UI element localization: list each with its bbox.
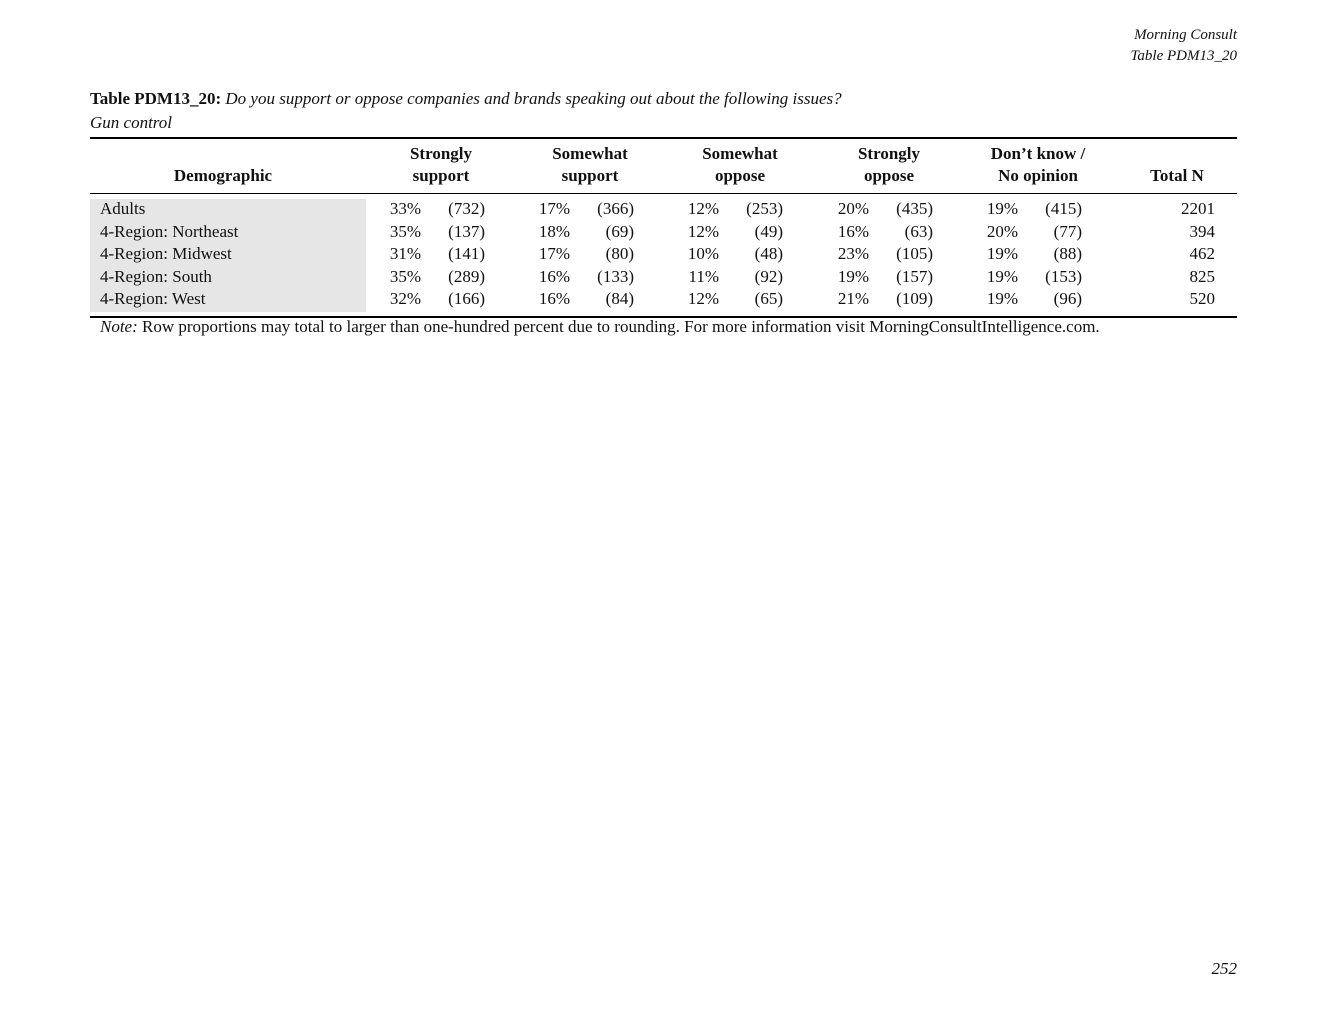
title-label: Table PDM13_20: [90, 89, 222, 108]
cell: 31% [389, 244, 421, 263]
cell: 17% [538, 244, 570, 263]
column-header: Somewhat [552, 144, 628, 163]
cell: (153) [1045, 267, 1082, 286]
cell: 20% [837, 199, 869, 218]
cell: (157) [896, 267, 933, 286]
org: Morning Consult [1134, 27, 1237, 43]
cell: (49) [754, 222, 783, 241]
column-header: Strongly [409, 144, 473, 163]
cell: 19% [986, 199, 1018, 218]
cell: 16% [538, 289, 570, 308]
cell: (77) [1053, 222, 1082, 241]
cell: 19% [986, 244, 1018, 263]
cell: (63) [904, 222, 933, 241]
row-label: 4-Region: South [100, 267, 212, 286]
cell: 12% [687, 289, 719, 308]
cell: (88) [1053, 244, 1082, 263]
cell: 394 [1189, 222, 1216, 241]
cell: 35% [389, 222, 421, 241]
cell: 17% [538, 199, 570, 218]
cell: 18% [538, 222, 570, 241]
cell: (69) [605, 222, 634, 241]
mid-rule [90, 193, 1237, 194]
label-shade [90, 199, 366, 312]
cell: 825 [1189, 267, 1216, 286]
cell: 21% [837, 289, 869, 308]
note-label: Note: [100, 317, 138, 336]
table-id: Table PDM13_20 [1130, 48, 1237, 64]
title: Table PDM13_20: Do you support or oppose… [90, 89, 842, 109]
column-header: support [412, 166, 470, 185]
page-number: 252 [1211, 959, 1238, 978]
cell: 23% [837, 244, 869, 263]
column-header: support [561, 166, 619, 185]
bottom-rule [90, 316, 1237, 318]
subtitle: Gun control [90, 113, 173, 132]
cell: (96) [1053, 289, 1082, 308]
cell: (253) [746, 199, 783, 218]
column-header: Somewhat [702, 144, 778, 163]
cell: (105) [896, 244, 933, 263]
cell: 462 [1189, 244, 1216, 263]
cell: (137) [448, 222, 485, 241]
cell: (166) [448, 289, 485, 308]
cell: (65) [754, 289, 783, 308]
cell: (92) [754, 267, 783, 286]
row-label: Adults [100, 199, 146, 218]
cell: 35% [389, 267, 421, 286]
question: Do you support or oppose companies and b… [225, 89, 842, 108]
cell: (289) [448, 267, 485, 286]
cell: 32% [389, 289, 421, 308]
cell: 520 [1189, 289, 1216, 308]
row-label: 4-Region: Northeast [100, 222, 239, 241]
cell: 33% [389, 199, 421, 218]
cell: (84) [605, 289, 634, 308]
cell: (435) [896, 199, 933, 218]
cell: 19% [837, 267, 869, 286]
cell: 10% [687, 244, 719, 263]
cell: (133) [597, 267, 634, 286]
cell: 16% [837, 222, 869, 241]
cell: (80) [605, 244, 634, 263]
column-header: Demographic [173, 166, 273, 185]
cell: 12% [687, 222, 719, 241]
cell: 2201 [1181, 199, 1215, 218]
cell: 16% [538, 267, 570, 286]
cell: 12% [687, 199, 719, 218]
column-header: Strongly [857, 144, 921, 163]
cell: (109) [896, 289, 933, 308]
column-header: Don’t know / [990, 144, 1086, 163]
cell: (48) [754, 244, 783, 263]
cell: 19% [986, 289, 1018, 308]
cell: 20% [986, 222, 1018, 241]
row-label: 4-Region: West [100, 289, 206, 308]
cell: (141) [448, 244, 485, 263]
top-rule [90, 137, 1237, 139]
column-header: oppose [714, 166, 766, 185]
cell: 19% [986, 267, 1018, 286]
cell: (415) [1045, 199, 1082, 218]
cell: 11% [688, 267, 719, 286]
note: Note: Row proportions may total to large… [100, 317, 1100, 337]
note-text: Row proportions may total to larger than… [142, 317, 1100, 336]
row-label: 4-Region: Midwest [100, 244, 232, 263]
cell: (732) [448, 199, 485, 218]
column-header: oppose [863, 166, 915, 185]
column-header: No opinion [998, 166, 1078, 185]
column-header: Total N [1150, 166, 1204, 185]
cell: (366) [597, 199, 634, 218]
